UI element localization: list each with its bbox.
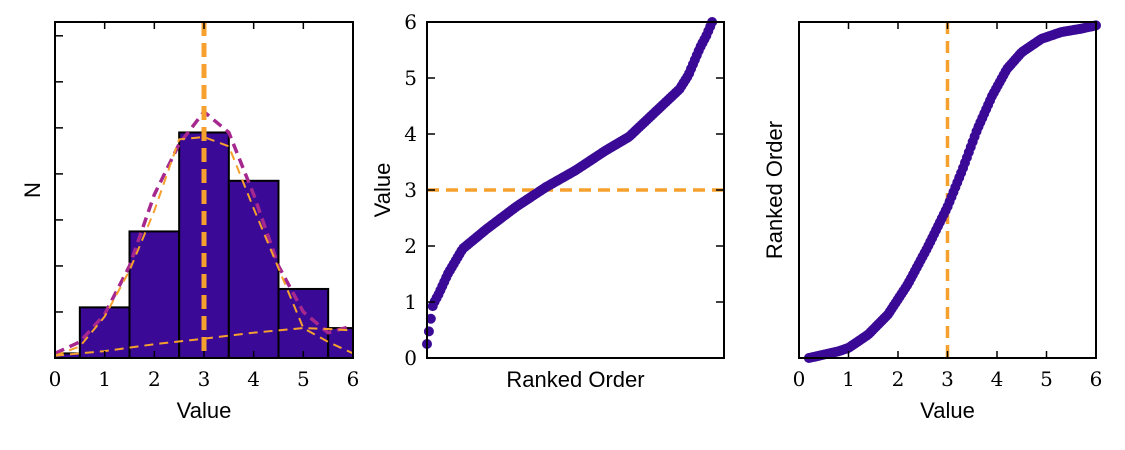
y-tick-label: 3: [404, 178, 417, 202]
x-tick-label: 6: [347, 367, 360, 391]
y-tick-label: 4: [404, 122, 417, 146]
y-axis-label: Value: [370, 163, 395, 218]
x-tick-labels: 0 1 2 3 4 5 6: [49, 367, 360, 391]
cumulative-panel: 0 1 2 3 4 5 6 Value Ranked Order: [762, 20, 1102, 423]
ticks: [54, 22, 354, 358]
x-tick-label: 5: [1040, 367, 1053, 391]
component-curve: [54, 136, 354, 357]
ticks: [798, 22, 1097, 358]
scatter-point: [423, 326, 434, 337]
x-tick-label: 1: [842, 367, 855, 391]
x-tick-label: 0: [49, 367, 62, 391]
histogram-bar: [277, 287, 330, 359]
y-tick-label: 1: [404, 290, 417, 314]
y-tick-label: 0: [404, 346, 417, 370]
histogram-panel: 0 1 2 3 4 5 6 Value N: [20, 21, 360, 423]
x-tick-label: 3: [198, 367, 211, 391]
y-tick-labels: 0 1 2 3 4 5 6: [404, 10, 417, 370]
component-curve: [54, 327, 354, 357]
x-tick-label: 3: [941, 367, 954, 391]
y-tick-label: 6: [404, 10, 417, 34]
ticks: [427, 21, 724, 359]
x-tick-label: 2: [148, 367, 161, 391]
x-tick-label: 0: [793, 367, 806, 391]
ranked-values-panel: 0 1 2 3 4 5 6 Ranked Order Value: [370, 10, 725, 392]
x-axis-label: Ranked Order: [506, 367, 644, 392]
scatter-points: [422, 17, 718, 349]
y-axis-label: Ranked Order: [762, 121, 787, 259]
y-tick-label: 5: [404, 66, 417, 90]
scatter-points: [803, 20, 1101, 363]
x-tick-labels: 0 1 2 3 4 5 6: [793, 367, 1103, 391]
x-tick-label: 6: [1090, 367, 1103, 391]
scatter-point: [425, 313, 436, 324]
x-tick-label: 4: [991, 367, 1004, 391]
x-tick-label: 1: [98, 367, 111, 391]
histogram-bar: [327, 327, 354, 359]
x-axis-label: Value: [177, 398, 232, 423]
x-axis-label: Value: [920, 398, 975, 423]
x-tick-label: 4: [247, 367, 260, 391]
histogram-bars: [54, 131, 354, 360]
y-axis-label: N: [20, 182, 45, 198]
x-tick-label: 5: [297, 367, 310, 391]
x-tick-label: 2: [892, 367, 905, 391]
y-tick-label: 2: [404, 234, 417, 258]
